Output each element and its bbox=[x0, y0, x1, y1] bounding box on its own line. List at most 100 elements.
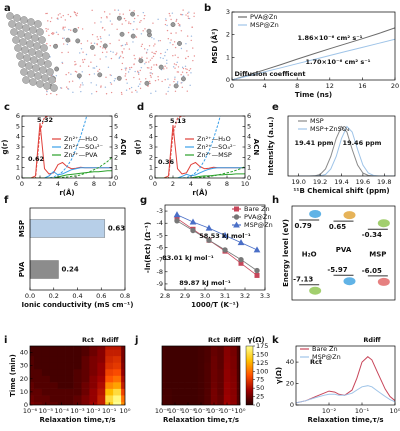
heat-cell bbox=[191, 388, 199, 396]
heat-cell bbox=[204, 355, 212, 363]
x-tick-label: 19.2 bbox=[313, 178, 327, 186]
y-tick-label: 10 bbox=[20, 388, 28, 396]
heat-cell bbox=[121, 382, 125, 389]
annotation: Rct bbox=[310, 358, 322, 366]
molecule bbox=[52, 33, 54, 36]
heat-cell bbox=[236, 355, 240, 363]
x-tick-label: 20 bbox=[391, 82, 399, 90]
line bbox=[296, 356, 395, 404]
x-tick-label: 10⁻² bbox=[322, 407, 337, 415]
ion bbox=[90, 45, 95, 50]
heat-cell bbox=[30, 346, 35, 350]
zn-atom bbox=[50, 84, 58, 92]
x-tick-label: 0.2 bbox=[49, 292, 59, 300]
panel-label: f bbox=[4, 195, 9, 206]
heat-cell bbox=[113, 362, 122, 370]
heat-cell bbox=[41, 346, 51, 350]
molecule bbox=[46, 43, 48, 45]
marker bbox=[222, 247, 228, 253]
molecule bbox=[104, 29, 106, 31]
ion bbox=[116, 15, 122, 21]
y-tick-label: -3 bbox=[157, 207, 163, 215]
y2-tick-label: 1 bbox=[114, 164, 118, 172]
heat-cell bbox=[184, 395, 192, 403]
y-axis-label: g(r) bbox=[1, 140, 9, 155]
heat-cell bbox=[230, 362, 238, 370]
marker bbox=[173, 211, 181, 218]
molecule bbox=[74, 12, 76, 14]
heat-cell bbox=[171, 382, 179, 389]
heat-cell bbox=[165, 401, 173, 405]
ion bbox=[75, 38, 81, 44]
x-axis-label: ¹¹B Chemical shift (ppm) bbox=[293, 187, 389, 195]
zn-atom bbox=[19, 38, 27, 46]
molecule bbox=[136, 91, 138, 93]
molecule bbox=[166, 48, 169, 51]
y-tick-label: 5 bbox=[16, 122, 20, 130]
molecule bbox=[57, 33, 59, 36]
marker bbox=[221, 231, 229, 238]
zn-atom bbox=[22, 76, 30, 84]
heat-cell bbox=[236, 368, 240, 376]
heat-cell bbox=[210, 355, 218, 363]
heat-cell bbox=[191, 349, 199, 357]
heat-cell bbox=[236, 362, 240, 370]
y-tick-label: 0 bbox=[149, 174, 153, 182]
heat-cell bbox=[178, 388, 186, 396]
heat-cell bbox=[191, 395, 199, 403]
heat-cell bbox=[49, 401, 59, 405]
molecule bbox=[86, 40, 89, 42]
x-tick-label: 10⁻⁶ bbox=[155, 407, 170, 415]
heat-cell bbox=[121, 395, 125, 403]
y2-tick-label: 5 bbox=[247, 122, 251, 130]
x-axis-label: Relaxation time,τ/s bbox=[163, 416, 239, 424]
panel-label: h bbox=[272, 195, 279, 206]
molecule bbox=[188, 17, 191, 20]
y2-axis-label: ACN bbox=[119, 139, 127, 156]
heat-cell bbox=[97, 401, 106, 405]
molecule bbox=[128, 9, 131, 11]
molecule bbox=[62, 28, 64, 30]
ion bbox=[119, 31, 125, 37]
heat-cell bbox=[162, 355, 166, 363]
y-tick-label: -6 bbox=[157, 244, 163, 252]
heat-cell bbox=[230, 349, 238, 357]
molecule bbox=[163, 68, 165, 70]
molecule bbox=[97, 70, 99, 72]
heat-cell bbox=[217, 355, 225, 363]
heat-cell bbox=[113, 388, 122, 396]
zn-atom bbox=[43, 82, 51, 90]
legend-label: Zn²⁺—MSP bbox=[197, 151, 232, 159]
heat-cell bbox=[65, 382, 74, 389]
molecule bbox=[166, 29, 169, 32]
panel-label: b bbox=[204, 3, 211, 14]
y-tick-label: -8 bbox=[157, 268, 163, 276]
orbital bbox=[343, 277, 356, 286]
heat-cell bbox=[65, 395, 74, 403]
molecule bbox=[110, 83, 113, 85]
molecule bbox=[168, 12, 171, 15]
molecule bbox=[128, 88, 131, 90]
molecule bbox=[193, 15, 195, 18]
molecule bbox=[72, 91, 74, 94]
molecule bbox=[186, 35, 189, 37]
heat-cell bbox=[49, 368, 59, 376]
molecule bbox=[110, 57, 113, 60]
heat-cell bbox=[197, 349, 205, 357]
molecule bbox=[46, 93, 48, 96]
heat-cell bbox=[105, 355, 114, 363]
molecule bbox=[120, 45, 123, 47]
molecule bbox=[177, 22, 180, 25]
ion bbox=[130, 11, 136, 17]
panel-label: i bbox=[4, 335, 7, 346]
heat-cell bbox=[33, 395, 43, 403]
marker bbox=[253, 246, 261, 253]
heat-cell bbox=[162, 362, 166, 370]
heat-cell bbox=[65, 388, 74, 396]
line bbox=[232, 27, 395, 80]
molecule bbox=[70, 29, 72, 31]
zn-atom bbox=[33, 42, 41, 50]
heat-cell bbox=[197, 362, 205, 370]
value-label: 0.63 bbox=[108, 225, 125, 233]
zn-atom bbox=[27, 70, 35, 78]
